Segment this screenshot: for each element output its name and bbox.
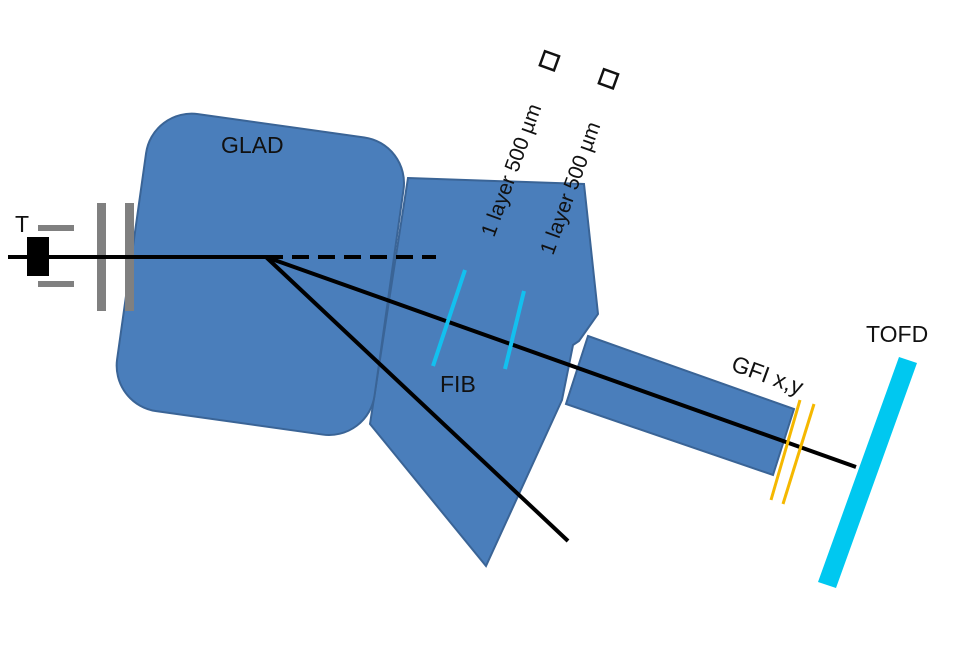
fiber-layer-1	[431, 269, 467, 367]
square-outline-icon	[538, 49, 561, 72]
glad-label: GLAD	[221, 132, 284, 158]
target-holder-bar-top	[38, 225, 74, 231]
square-outline-icon	[597, 67, 620, 90]
gfi-detector-1	[769, 399, 802, 501]
target-label: T	[15, 211, 29, 237]
fiber-layer-2	[503, 290, 526, 370]
gfi-detector-2	[781, 403, 816, 505]
vacuum-chamber	[368, 176, 600, 568]
fib-label: FIB	[440, 371, 476, 397]
light-particle-trajectory-line	[264, 255, 570, 543]
target-holder-bar-bottom	[38, 281, 74, 287]
fragment-trajectory-line	[265, 255, 857, 469]
target-icon	[27, 237, 49, 276]
tofd-wall	[818, 357, 917, 588]
tofd-label: TOFD	[866, 321, 928, 347]
